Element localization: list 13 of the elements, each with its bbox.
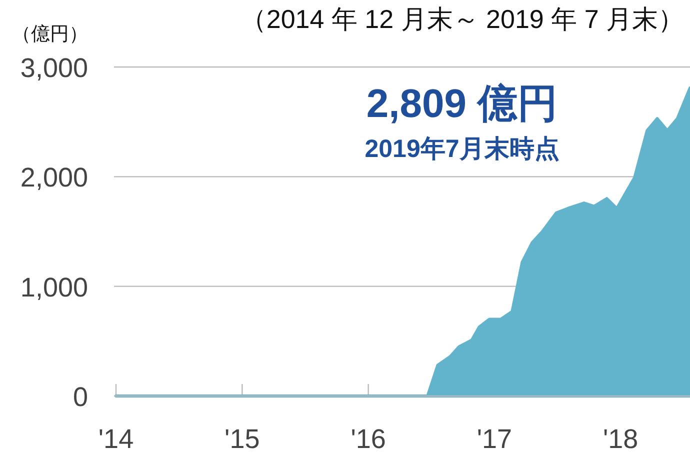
x-tick-label: '17 — [476, 424, 512, 454]
x-tick-label: '18 — [603, 424, 638, 454]
y-tick-label: 1,000 — [20, 272, 88, 302]
x-tick-label: '15 — [224, 424, 260, 454]
annotation: 2019年7月末時点 — [364, 135, 560, 163]
y-axis-title: （億円） — [12, 24, 88, 45]
annotation: 2,809 億円 — [366, 82, 558, 126]
y-tick-label: 2,000 — [20, 162, 88, 193]
x-tick-label: '14 — [98, 424, 134, 454]
x-tick-label: '16 — [350, 424, 386, 454]
y-tick-label: 3,000 — [20, 53, 88, 83]
chart-subtitle: （2014 年 12 月末～ 2019 年 7 月末） — [240, 4, 684, 34]
y-tick-label: 0 — [72, 382, 88, 412]
